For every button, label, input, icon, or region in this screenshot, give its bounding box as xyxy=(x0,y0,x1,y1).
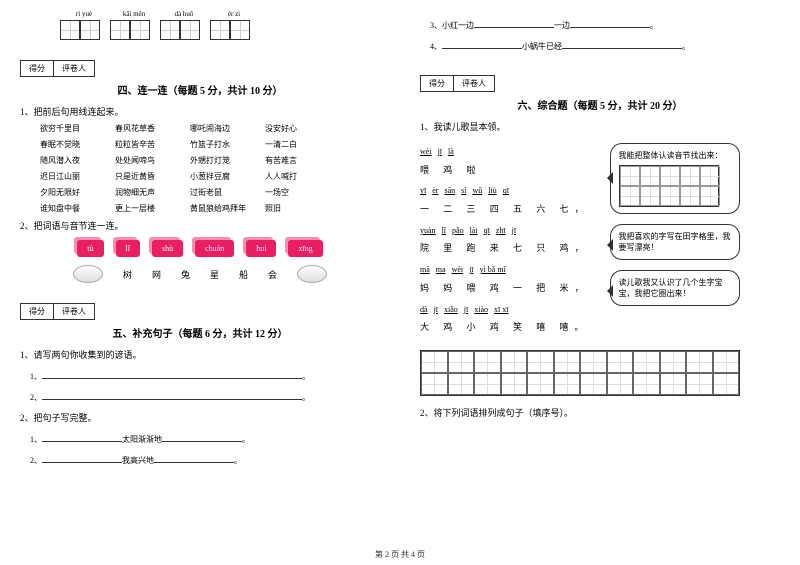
pinyin-label: rì yuè xyxy=(76,10,92,18)
question-text: 1、把前后句用线连起来。 xyxy=(20,105,380,118)
grader-label: 评卷人 xyxy=(54,304,94,319)
fill-sentence: 1、太阳渐渐地。 xyxy=(30,432,380,445)
right-column: 3、小红一边一边。 4、小蜗牛已经。 得分 评卷人 六、综合题（每题 5 分，共… xyxy=(400,0,800,565)
pinyin-tag: shù xyxy=(152,240,183,257)
blank-line-row: 1、。 xyxy=(30,369,380,382)
question-text: 1、我读儿歌显本领。 xyxy=(420,120,780,133)
score-box: 得分 评卷人 xyxy=(420,75,495,92)
pinyin-tag: tù xyxy=(77,240,103,257)
bubbles-column: 我能把整体认读音节找出来： 我把喜欢的字写在田字格里，我要写漂亮！ 读儿歌我又认… xyxy=(610,143,740,316)
token-label: 会 xyxy=(268,268,277,281)
pinyin-tags-row: tù lǐ shù chuán huì xīng xyxy=(20,240,380,257)
pinyin-boxes-row: rì yuè kāi mén dà huǒ ér zi xyxy=(60,10,380,40)
match-table: 欲穷千里目春风花草香哪吒闹海边没安好心 春眠不觉晓粒粒皆辛苦竹篮子打水一清二白 … xyxy=(20,123,380,214)
pinyin-tag: huì xyxy=(246,240,276,257)
question-text: 2、把句子写完整。 xyxy=(20,411,380,424)
writing-grid xyxy=(420,350,740,396)
pinyin-tag: xīng xyxy=(288,240,322,257)
token-label: 网 xyxy=(152,268,161,281)
pinyin-group: dà huǒ xyxy=(160,10,208,40)
pinyin-label: dà huǒ xyxy=(175,10,194,18)
pinyin-tag: chuán xyxy=(195,240,234,257)
score-box: 得分 评卷人 xyxy=(20,303,95,320)
fill-sentence: 3、小红一边一边。 xyxy=(430,18,780,31)
score-label: 得分 xyxy=(21,61,54,76)
left-column: rì yuè kāi mén dà huǒ ér zi 得分 评卷人 四、连一连… xyxy=(0,0,400,565)
pillow-icon xyxy=(73,265,103,283)
pinyin-label: kāi mén xyxy=(123,10,145,18)
pinyin-label: ér zi xyxy=(228,10,240,18)
tianzi-grid xyxy=(619,165,719,207)
token-label: 兔 xyxy=(181,268,190,281)
grader-label: 评卷人 xyxy=(454,76,494,91)
token-label: 树 xyxy=(123,268,132,281)
fill-sentence: 4、小蜗牛已经。 xyxy=(430,39,780,52)
pinyin-tag: lǐ xyxy=(116,240,140,257)
score-box: 得分 评卷人 xyxy=(20,60,95,77)
question-text: 1、请写两句你收集到的谚语。 xyxy=(20,348,380,361)
score-label: 得分 xyxy=(421,76,454,91)
token-pillows-row: 树 网 兔 星 船 会 xyxy=(20,265,380,283)
song-container: wèijīlà 喂 鸡 啦 yīèrsānsìwǔliùqī 一 二 三 四 五… xyxy=(420,143,780,340)
section-5-title: 五、补充句子（每题 6 分，共计 12 分） xyxy=(20,325,380,340)
section-6-title: 六、综合题（每题 5 分，共计 20 分） xyxy=(420,97,780,112)
token-label: 星 xyxy=(210,268,219,281)
blank-line-row: 2、。 xyxy=(30,390,380,403)
question-text: 2、把词语与音节连一连。 xyxy=(20,219,380,232)
song-lines: wèijīlà 喂 鸡 啦 yīèrsānsìwǔliùqī 一 二 三 四 五… xyxy=(420,143,590,340)
speech-bubble: 我把喜欢的字写在田字格里，我要写漂亮！ xyxy=(610,224,740,260)
score-label: 得分 xyxy=(21,304,54,319)
speech-bubble: 读儿歌我又认识了几个生字宝宝，我把它圈出来！ xyxy=(610,270,740,306)
token-label: 船 xyxy=(239,268,248,281)
grader-label: 评卷人 xyxy=(54,61,94,76)
pinyin-group: rì yuè xyxy=(60,10,108,40)
pinyin-group: kāi mén xyxy=(110,10,158,40)
pillow-icon xyxy=(297,265,327,283)
page-footer: 第 2 页 共 4 页 xyxy=(0,549,800,560)
section-4-title: 四、连一连（每题 5 分，共计 10 分） xyxy=(20,82,380,97)
speech-bubble: 我能把整体认读音节找出来： xyxy=(610,143,740,214)
fill-sentence: 2、我高兴地。 xyxy=(30,453,380,466)
pinyin-group: ér zi xyxy=(210,10,258,40)
question-text: 2、将下列词语排列成句子（填序号）。 xyxy=(420,406,780,419)
